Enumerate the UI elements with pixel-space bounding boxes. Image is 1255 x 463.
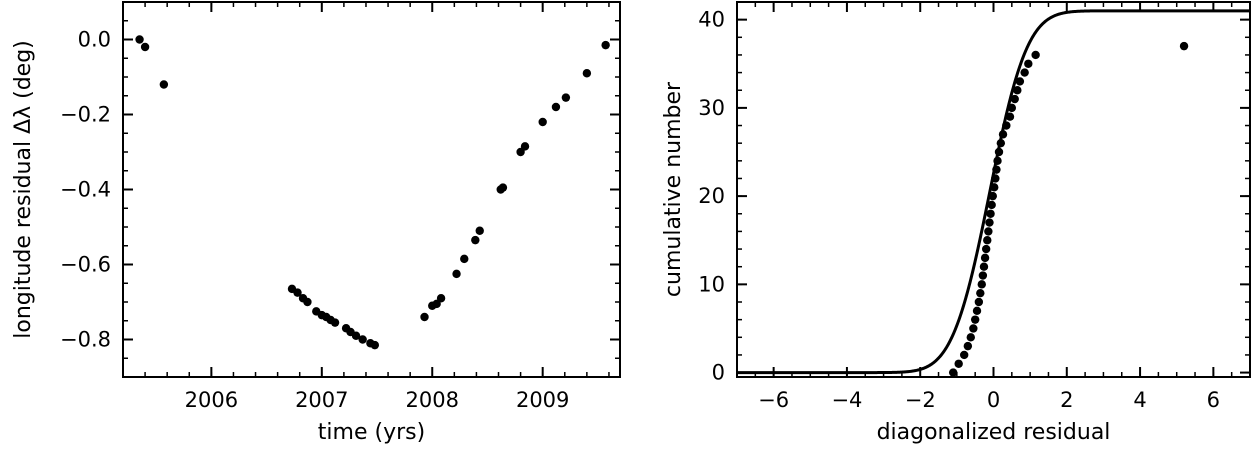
y-tick-label: 0.0 (78, 28, 111, 52)
data-point (159, 80, 169, 89)
y-tick-label: 20 (698, 184, 725, 208)
x-tick-label: 2006 (185, 388, 238, 412)
y-axis-label: longitude residual Δλ (deg) (11, 40, 36, 339)
data-point (1007, 103, 1017, 113)
data-point (984, 227, 993, 236)
data-point (1005, 112, 1015, 121)
x-tick-label: 2 (1060, 388, 1073, 412)
y-tick-label: −0.2 (60, 103, 111, 127)
x-tick-label: 4 (1133, 388, 1146, 412)
data-point (1020, 68, 1029, 77)
x-tick-label: 2007 (295, 388, 348, 412)
x-tick-label: −6 (758, 388, 789, 412)
data-point (460, 254, 469, 264)
x-tick-label: −2 (905, 388, 936, 412)
data-point (520, 142, 530, 151)
y-tick-label: 10 (698, 272, 725, 296)
y-tick-label: −0.4 (60, 178, 111, 202)
data-point (452, 269, 461, 279)
cdf-curve (737, 9, 1250, 375)
data-point (582, 69, 592, 78)
data-point (293, 288, 302, 297)
data-point (980, 253, 990, 263)
data-point (1010, 94, 1019, 104)
data-point (1031, 50, 1040, 60)
data-point (420, 312, 429, 322)
data-point (351, 331, 361, 340)
data-point (979, 262, 989, 271)
data-point (561, 93, 571, 102)
data-point (370, 340, 380, 350)
data-point (1015, 77, 1025, 86)
y-tick-label: 0 (712, 361, 725, 385)
data-point (436, 294, 446, 303)
left-scatter-panel: 2006 2007 2008 2009 0.0 −0.2 −0.4 −0.6 −0.8 time … (11, 1, 621, 445)
data-point (140, 42, 150, 52)
x-axis-label: time (yrs) (318, 420, 425, 445)
y-tick-label: −0.8 (60, 328, 111, 352)
data-point (988, 191, 997, 201)
data-point (994, 147, 1004, 157)
right-cdf-panel: −6 −4 −2 0 2 4 6 0 10 20 30 40 diagonalized residual… (661, 1, 1251, 445)
data-point (471, 235, 480, 245)
data-point (135, 35, 144, 44)
data-point (948, 368, 958, 377)
data-point (998, 130, 1008, 139)
data-point (358, 335, 367, 344)
data-point (977, 280, 986, 289)
y-axis-label: cumulative number (661, 81, 686, 297)
y-tick-label: 30 (698, 96, 725, 120)
data-point (972, 306, 982, 316)
data-point (432, 299, 441, 309)
data-point (986, 209, 995, 218)
data-point (551, 102, 561, 112)
data-point (985, 218, 994, 227)
data-point (966, 333, 975, 342)
data-point (330, 318, 340, 327)
x-tick-label: 2009 (516, 388, 569, 412)
data-point (978, 271, 988, 280)
data-point (1024, 59, 1033, 68)
data-point (303, 297, 312, 307)
data-point (976, 288, 985, 298)
x-tick-label: 2008 (406, 388, 459, 412)
data-point (959, 350, 969, 360)
data-point (1179, 41, 1189, 51)
data-point (981, 244, 991, 254)
x-tick-label: 0 (987, 388, 1000, 412)
data-point (991, 174, 1000, 183)
data-point (983, 236, 992, 245)
x-axis-label: diagonalized residual (877, 420, 1111, 445)
x-tick-label: 6 (1207, 388, 1220, 412)
data-point (993, 156, 1002, 166)
data-point (969, 324, 978, 333)
y-tick-label: 40 (698, 8, 725, 32)
data-point (963, 341, 973, 351)
data-point (970, 315, 980, 324)
data-point (1002, 121, 1011, 130)
data-point (992, 165, 1001, 174)
y-tick-label: −0.6 (60, 253, 111, 277)
data-point (538, 117, 547, 127)
data-point (1013, 86, 1022, 95)
data-point (987, 200, 996, 210)
x-tick-label: −4 (831, 388, 862, 412)
data-point (954, 359, 963, 368)
data-point (498, 183, 508, 192)
plot-frame (122, 1, 621, 378)
data-point (475, 226, 484, 235)
data-point (990, 183, 999, 192)
data-point (974, 297, 984, 307)
data-point (516, 147, 525, 157)
data-point (996, 138, 1006, 148)
data-point (601, 40, 610, 50)
